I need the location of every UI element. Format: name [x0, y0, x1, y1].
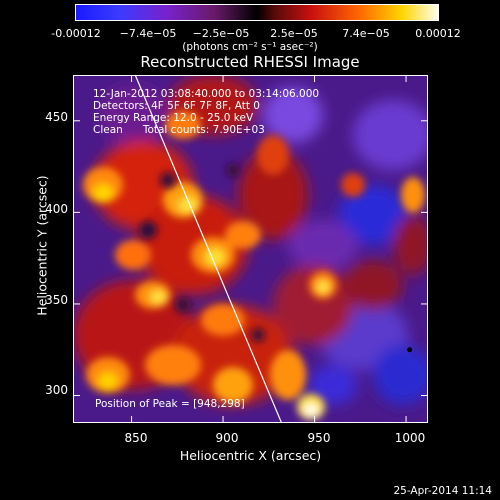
axis-tick-marks: [73, 75, 428, 423]
plot-overlay: [134, 74, 413, 424]
x-tick-label: 1000: [394, 431, 426, 445]
y-tick-label: 300: [45, 383, 68, 397]
colorbar-tick-label: 2.5e−05: [270, 27, 318, 40]
colorbar-tick-label: 7.4e−05: [342, 27, 390, 40]
annotation-detectors: Detectors: 4F 5F 6F 7F 8F, Att 0: [93, 100, 260, 112]
y-tick-label: 400: [45, 202, 68, 216]
chart-title: Reconstructed RHESSI Image: [140, 53, 360, 71]
solar-limb-line: [134, 74, 283, 424]
x-tick-label: 850: [124, 431, 148, 445]
annotation-energy-range: Energy Range: 12.0 - 25.0 keV: [93, 112, 254, 124]
colorbar-tick-label: -0.00012: [51, 27, 101, 40]
annotation-clean-counts: Clean Total counts: 7.90E+03: [93, 124, 265, 136]
y-tick-label: 450: [45, 110, 68, 124]
annotation-peak-position: Position of Peak = [948,298]: [95, 398, 245, 410]
colorbar-tick-label: 0.00012: [415, 27, 461, 40]
y-tick-label: 350: [45, 293, 68, 307]
x-tick-label: 900: [215, 431, 239, 445]
y-axis-label: Heliocentric Y (arcsec): [34, 175, 50, 316]
colorbar: [75, 4, 439, 21]
x-tick-label: 950: [307, 431, 331, 445]
x-axis-label: Heliocentric X (arcsec): [179, 448, 322, 463]
annotation-time-range: 12-Jan-2012 03:08:40.000 to 03:14:06.000: [93, 88, 320, 100]
footer-timestamp: 25-Apr-2014 11:14: [393, 485, 492, 497]
peak-marker: [407, 347, 413, 353]
colorbar-tick-label: −2.5e−05: [192, 27, 250, 40]
colorbar-tick-label: −7.4e−05: [119, 27, 177, 40]
colorbar-units-label: (photons cm⁻² s⁻¹ asec⁻²): [182, 41, 318, 53]
